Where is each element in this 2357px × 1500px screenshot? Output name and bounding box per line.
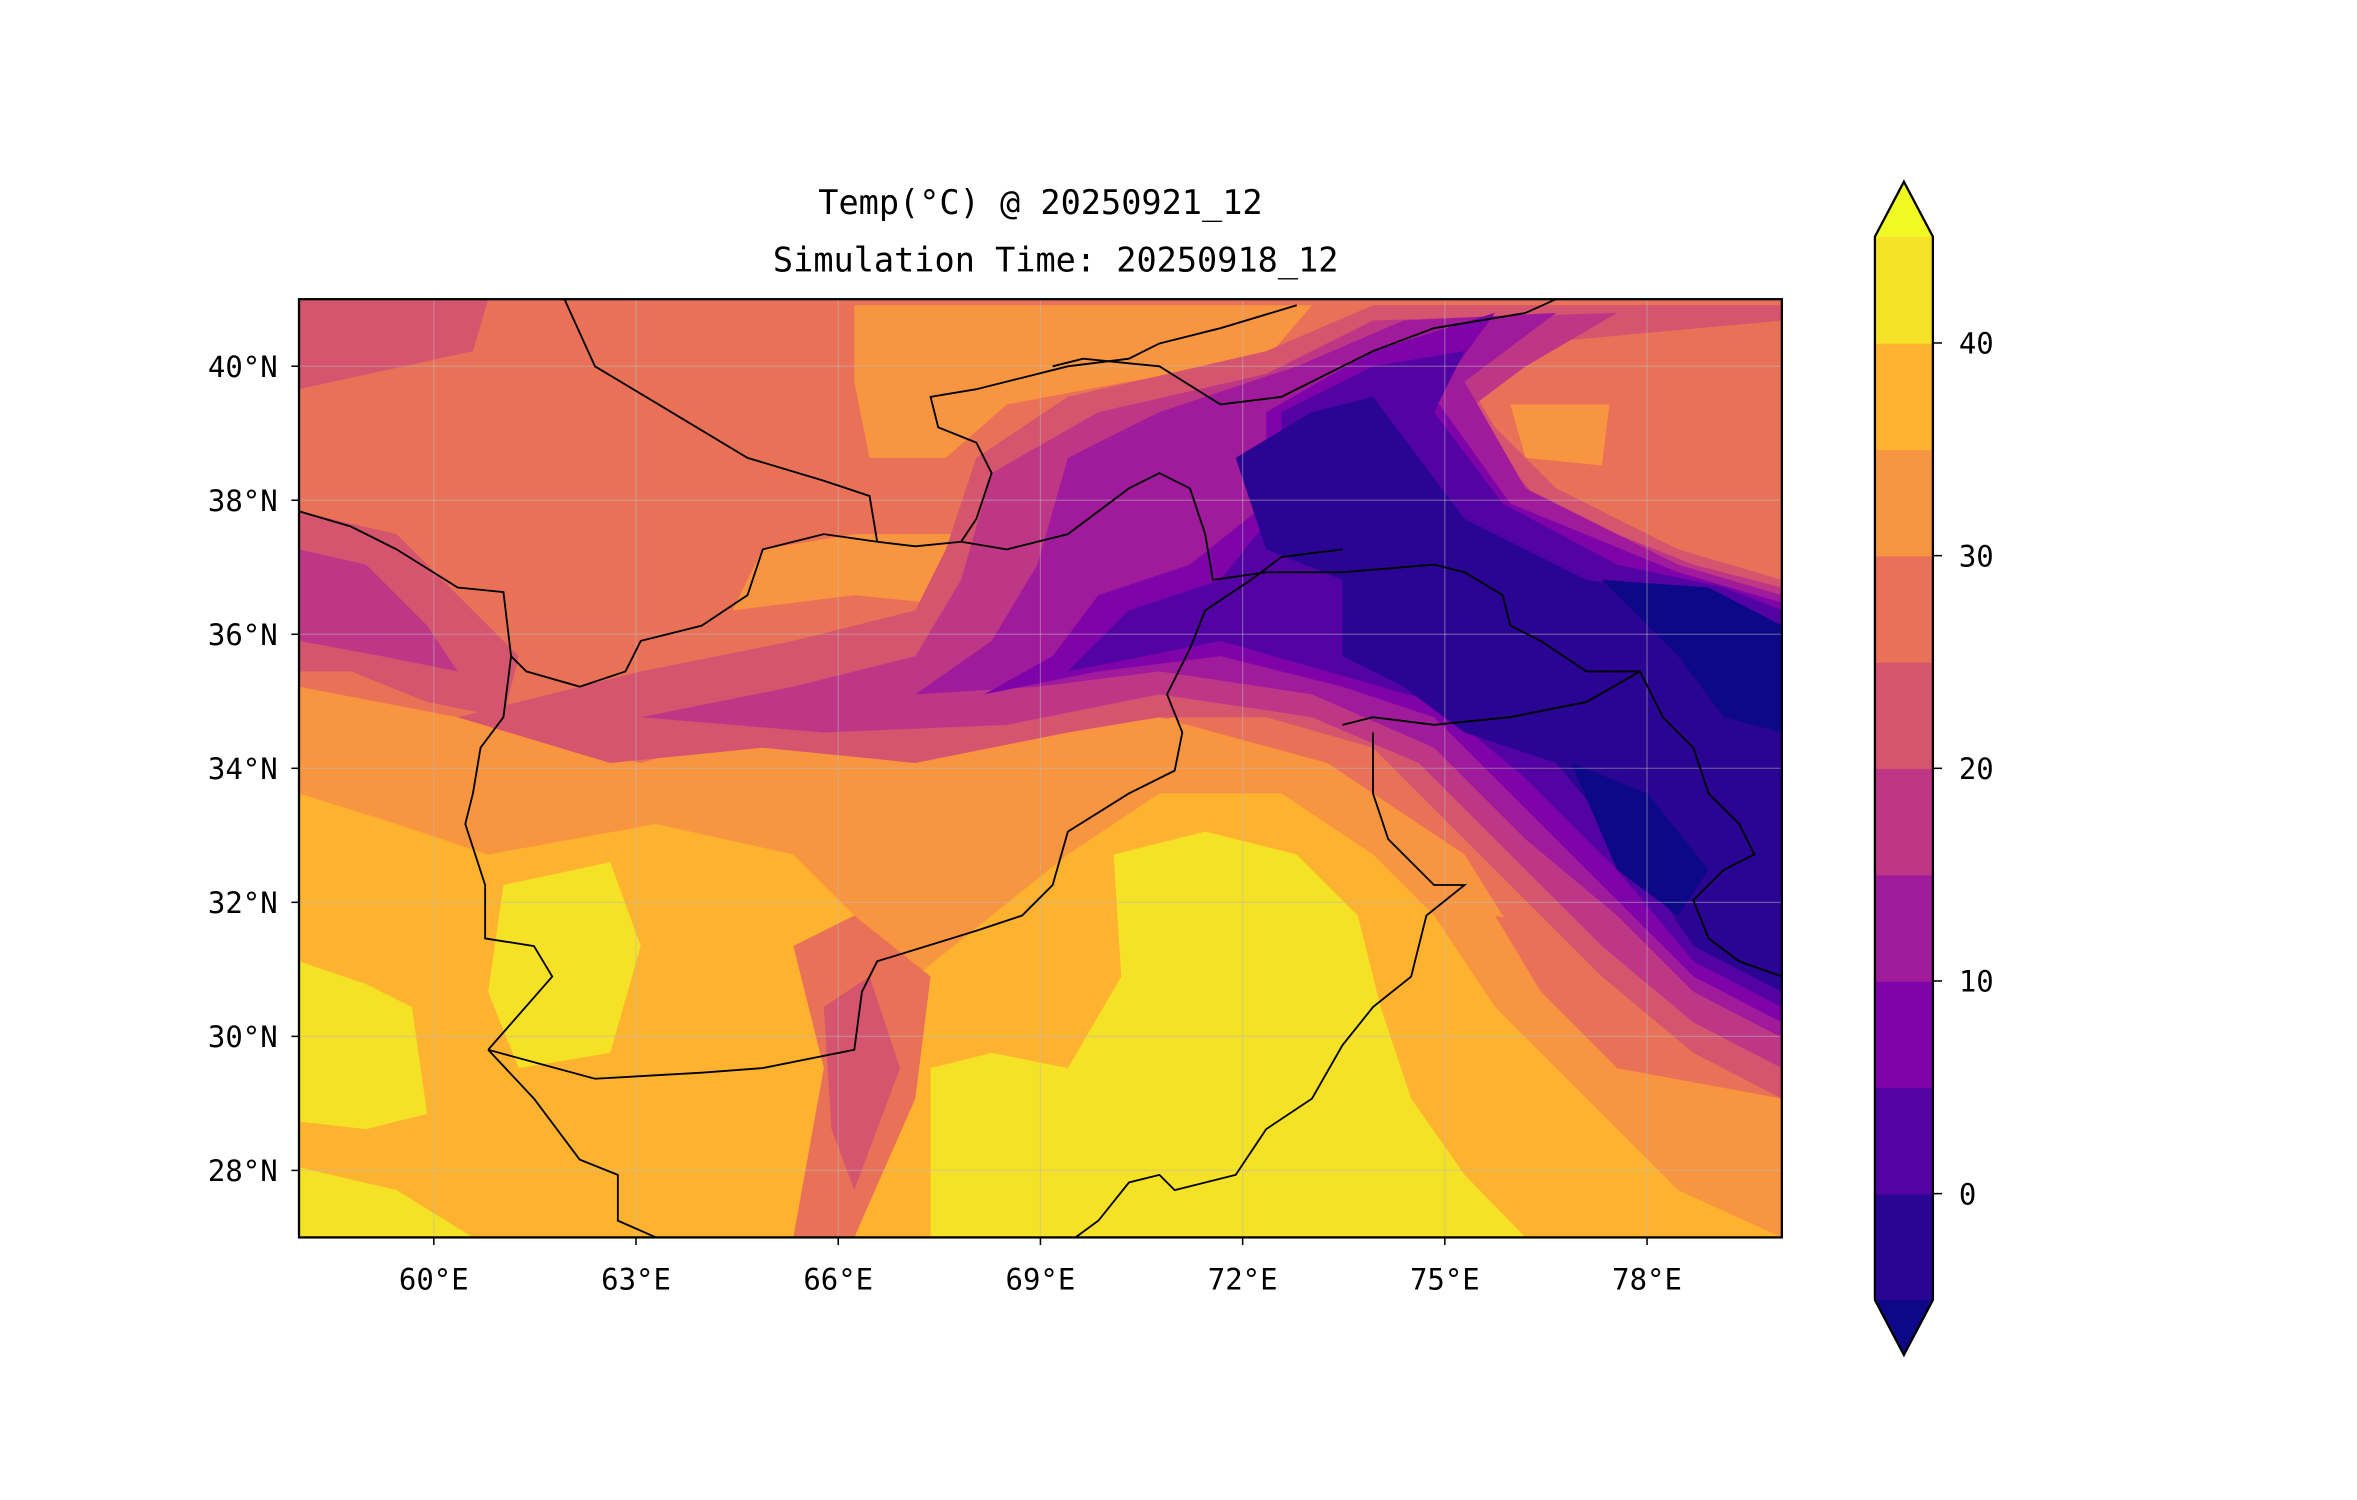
contour-region-40-45	[930, 831, 1526, 1238]
colorbar-tick-label: 30	[1959, 539, 1994, 573]
y-axis: 28°N 30°N 32°N 34°N 36°N 38°N 40°N	[208, 350, 300, 1188]
colorbar-segment	[1874, 342, 1933, 451]
colorbar-segment	[1874, 449, 1933, 557]
border-china-pakistan	[1509, 624, 1782, 978]
colorbar: 0 10 20 30 40	[1873, 179, 1994, 1358]
y-tick-label: 28°N	[208, 1154, 278, 1188]
x-tick-label: 69°E	[1006, 1262, 1076, 1296]
colorbar-outline	[1873, 179, 1935, 1358]
contour-region-25-30	[1449, 320, 1782, 580]
colorbar-extend-max	[1874, 181, 1933, 237]
colorbar-segment	[1874, 874, 1933, 982]
contour-region-40-45	[488, 862, 641, 1069]
contour-region-30-35	[1510, 404, 1610, 466]
border-afghanistan-iran	[464, 656, 554, 1051]
y-tick-label: 30°N	[208, 1020, 278, 1054]
border-iran-turkmenistan	[299, 304, 1297, 688]
x-tick-label: 63°E	[601, 1262, 671, 1296]
border-afghanistan-pakistan	[487, 548, 1343, 1080]
colorbar-segment	[1874, 1087, 1933, 1195]
chart-title: Temp(°C) @ 20250921_12	[818, 183, 1262, 223]
x-tick-label: 66°E	[803, 1262, 873, 1296]
colorbar-segment	[1874, 1193, 1933, 1301]
contour-region-20-25	[299, 299, 489, 390]
chart-subtitle: Simulation Time: 20250918_12	[773, 241, 1339, 281]
colorbar-tick-label: 20	[1959, 752, 1994, 786]
border-tajikistan-afghanistan	[960, 472, 1512, 626]
grid-lines	[299, 299, 1782, 1238]
border-india-pakistan	[1342, 670, 1641, 726]
y-tick-label: 32°N	[208, 886, 278, 920]
contour-region-40-45	[299, 1167, 473, 1238]
x-tick-label: 60°E	[399, 1262, 469, 1296]
x-axis: 60°E 63°E 66°E 69°E 72°E 75°E 78°E	[399, 1237, 1682, 1296]
border-india-pakistan-south	[1074, 732, 1468, 1238]
country-borders	[299, 299, 1782, 1238]
y-tick-label: 36°N	[208, 618, 278, 652]
contour-region-15-20	[299, 549, 458, 672]
map-area	[299, 299, 1782, 1238]
contour-region-below-minus5	[1601, 579, 1782, 733]
border-iran-pakistan	[487, 1049, 657, 1238]
colorbar-tick-label: 0	[1959, 1177, 1976, 1211]
colorbar-segment	[1874, 768, 1933, 876]
colorbar-tick-label: 10	[1959, 965, 1994, 999]
contour-region-40-45	[299, 961, 428, 1130]
colorbar-extend-min	[1874, 1299, 1933, 1355]
colorbar-tick-label: 40	[1959, 327, 1994, 361]
colorbar-segment	[1874, 236, 1933, 344]
colorbar-segment	[1874, 980, 1933, 1089]
y-tick-label: 34°N	[208, 752, 278, 786]
border-tajikistan-north	[1052, 299, 1557, 406]
y-tick-label: 38°N	[208, 484, 278, 518]
border-turkmenistan-uzbekistan	[563, 299, 879, 542]
contour-region-30-35	[854, 305, 1312, 458]
x-tick-label: 78°E	[1612, 1262, 1682, 1296]
contour-region-20-25	[823, 976, 901, 1191]
y-tick-label: 40°N	[208, 350, 278, 384]
colorbar-segment	[1874, 661, 1933, 770]
x-tick-label: 72°E	[1208, 1262, 1278, 1296]
colorbar-segment	[1874, 555, 1933, 663]
x-tick-label: 75°E	[1410, 1262, 1480, 1296]
contour-region-below-minus5	[1571, 762, 1709, 916]
